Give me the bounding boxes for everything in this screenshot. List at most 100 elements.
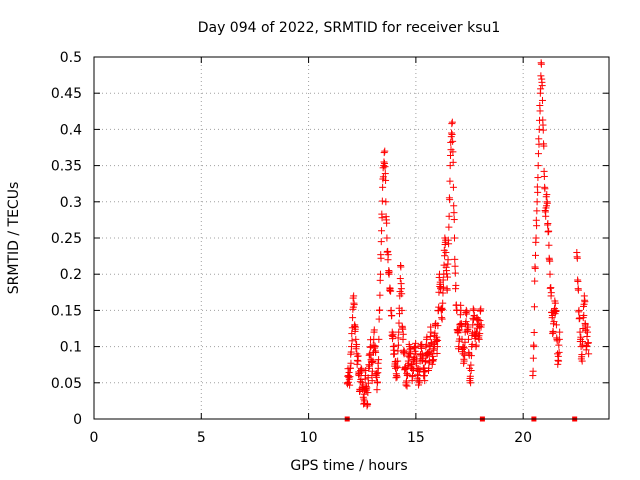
- data-point: [474, 316, 482, 324]
- data-point: [378, 197, 386, 205]
- data-point: [383, 219, 391, 227]
- data-point: [445, 240, 453, 248]
- data-point: [443, 286, 451, 294]
- data-point: [390, 342, 398, 350]
- data-point: [376, 270, 384, 278]
- data-point: [580, 311, 588, 319]
- data-point: [446, 162, 454, 170]
- data-point: [538, 96, 546, 104]
- data-point: [421, 367, 429, 375]
- data-point: [460, 344, 468, 352]
- y-tick-label: 0.15: [51, 303, 82, 319]
- data-point: [407, 345, 415, 353]
- data-point: [537, 85, 545, 93]
- data-point: [450, 202, 458, 210]
- data-point: [378, 227, 386, 235]
- data-point: [412, 350, 420, 358]
- data-point: [375, 335, 383, 343]
- data-point: [532, 251, 540, 259]
- data-point: [397, 263, 405, 271]
- data-point: [460, 357, 468, 365]
- data-point: [372, 348, 380, 356]
- data-point: [556, 328, 564, 336]
- data-point: [398, 290, 406, 298]
- data-point: [443, 270, 451, 278]
- y-tick-label: 0.35: [51, 159, 82, 175]
- y-tick-label: 0.05: [51, 376, 82, 392]
- data-point: [439, 289, 447, 297]
- data-point: [456, 311, 464, 319]
- data-point: [349, 314, 357, 322]
- data-point: [577, 333, 585, 341]
- data-point: [428, 339, 436, 347]
- data-point: [543, 199, 551, 207]
- y-tick-label: 0.5: [60, 50, 82, 66]
- data-point: [376, 291, 384, 299]
- data-point: [421, 377, 429, 385]
- data-point: [394, 341, 402, 349]
- data-point: [477, 321, 485, 329]
- data-point: [476, 317, 484, 325]
- data-point: [555, 348, 563, 356]
- data-point: [435, 288, 443, 296]
- data-point: [365, 362, 373, 370]
- data-point: [416, 365, 424, 373]
- data-point: [395, 319, 403, 327]
- data-point: [346, 373, 354, 381]
- data-point: [440, 283, 448, 291]
- data-point: [537, 72, 545, 80]
- x-tick-label: 0: [90, 430, 99, 446]
- data-point: [434, 336, 442, 344]
- data-point: [533, 198, 541, 206]
- data-point: [448, 118, 456, 126]
- data-point: [462, 318, 470, 326]
- data-point: [441, 252, 449, 260]
- data-point: [344, 372, 352, 380]
- x-tick-label: 20: [514, 430, 532, 446]
- data-point: [400, 348, 408, 356]
- x-tick-label: 15: [407, 430, 425, 446]
- data-point: [352, 335, 360, 343]
- x-tick-label: 10: [300, 430, 318, 446]
- data-point: [385, 268, 393, 276]
- data-point: [446, 196, 454, 204]
- data-point: [382, 176, 390, 184]
- data-point: [458, 322, 466, 330]
- data-point: [348, 337, 356, 345]
- data-point: [357, 376, 365, 384]
- data-point: [393, 364, 401, 372]
- data-point: [446, 177, 454, 185]
- data-point: [584, 339, 592, 347]
- data-point: [431, 329, 439, 337]
- data-point: [544, 220, 552, 228]
- data-point: [545, 227, 553, 235]
- data-point: [429, 357, 437, 365]
- x-tick-label: 5: [197, 430, 206, 446]
- data-point: [476, 330, 484, 338]
- y-tick-label: 0.45: [51, 86, 82, 102]
- data-point: [381, 147, 389, 155]
- data-point: [346, 381, 354, 389]
- data-point: [529, 367, 537, 375]
- data-point: [390, 350, 398, 358]
- data-point: [387, 287, 395, 295]
- data-point: [393, 373, 401, 381]
- data-point: [380, 159, 388, 167]
- data-point: [364, 389, 372, 397]
- data-point: [534, 162, 542, 170]
- data-point: [555, 335, 563, 343]
- data-point: [555, 341, 563, 349]
- data-point: [467, 379, 475, 387]
- data-point: [578, 351, 586, 359]
- data-point: [393, 362, 401, 370]
- data-point: [377, 238, 385, 246]
- data-point: [347, 359, 355, 367]
- data-point: [383, 234, 391, 242]
- data-point: [552, 307, 560, 315]
- y-tick-label: 0.2: [60, 267, 82, 283]
- data-point: [546, 257, 554, 265]
- data-point: [438, 314, 446, 322]
- data-point: [438, 315, 446, 323]
- data-point: [448, 129, 456, 137]
- data-point: [394, 334, 402, 342]
